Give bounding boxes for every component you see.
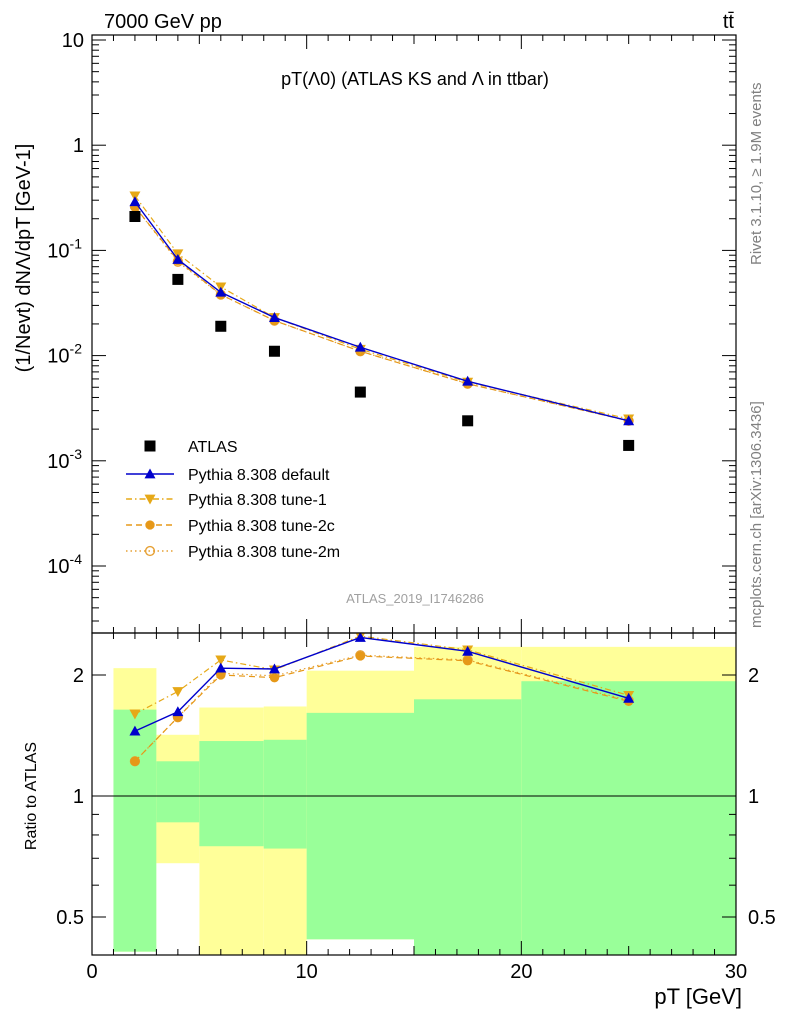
pythia-8-308-default-point (129, 196, 141, 207)
rivet-version-label: Rivet 3.1.10, ≥ 1.9M events (748, 83, 765, 266)
pythia-8-308-tune-1-legend-label: Pythia 8.308 tune-1 (188, 492, 327, 509)
mcplots-label: mcplots.cern.ch [arXiv:1306.3436] (748, 401, 765, 628)
pythia-8-308-default-point (354, 341, 366, 352)
pythia-8-308-tune-1-line (134, 195, 629, 420)
pythia-8-308-default-ratio-point (215, 662, 227, 673)
pythia-8-308-tune-2c-legend-marker (145, 520, 155, 530)
pythia-8-308-tune-2c-ratio-point (269, 672, 280, 683)
atlas-point (268, 345, 280, 357)
legend: ATLAS Pythia 8.308 default Pythia 8.308 tu… (126, 439, 340, 561)
ratio-panel: 0.5 0.5 1 1 2 2 Ratio to ATLAS 0 10 20 30 pT [Ge… (23, 632, 776, 1009)
atlas-legend-label: ATLAS (188, 439, 238, 456)
pythia-8-308-tune-2c-legend-label: Pythia 8.308 tune-2c (188, 518, 335, 535)
pythia-8-308-default-legend-label: Pythia 8.308 default (188, 467, 330, 484)
main-y-tick-label: 10-2 (47, 341, 82, 368)
stat-uncertainty-band (199, 741, 264, 796)
pythia-8-308-default-ratio-point (623, 692, 635, 703)
main-title: pT(Λ0) (ATLAS KS and Λ in ttbar) (281, 69, 549, 89)
pythia-8-308-default-point (215, 286, 227, 297)
atlas-point (129, 211, 141, 223)
pythia-8-308-tune-2c-ratio-point (355, 651, 366, 661)
ratio-y-tick-label: 2 (73, 665, 84, 687)
pythia-8-308-default-point (268, 312, 280, 322)
y-axis-label: (1/Nevt) dNΛ/dpT [GeV-1] (13, 144, 35, 373)
ratio-y-tick-label: 0.5 (56, 907, 84, 929)
x-tick-label: 30 (725, 961, 747, 983)
stat-uncertainty-band (199, 796, 264, 847)
pythia-8-308-tune-2c-line (134, 206, 629, 422)
stat-uncertainty-band (306, 796, 414, 940)
pythia-8-308-default-ratio-point (129, 725, 141, 736)
main-y-tick-label: 10-4 (47, 551, 82, 578)
stat-uncertainty-band (113, 709, 157, 796)
main-y-tick-label: 1 (73, 135, 84, 157)
stat-uncertainty-band (156, 761, 200, 796)
ratio-axis-label: Ratio to ATLAS (23, 742, 40, 850)
stat-uncertainty-band (306, 712, 414, 796)
pythia-8-308-tune-1-legend-marker (144, 494, 156, 505)
energy-label: 7000 GeV pp (104, 11, 222, 33)
atlas-point (623, 439, 635, 451)
stat-uncertainty-band (414, 699, 522, 796)
pythia-8-308-tune-1-ratio-point (172, 687, 184, 697)
atlas-point (172, 273, 184, 285)
pythia-8-308-default-ratio-point (354, 633, 366, 642)
x-tick-label: 10 (296, 961, 318, 983)
pythia-8-308-default-point (623, 415, 635, 426)
pythia-8-308-default-ratio-point (172, 706, 184, 717)
main-y-tick-label: 10-3 (47, 446, 82, 473)
stat-uncertainty-band (414, 796, 522, 955)
main-y-tick-label: 10-1 (47, 235, 82, 262)
stat-uncertainty-band (521, 796, 736, 955)
atlas-point (462, 415, 474, 427)
x-tick-label: 0 (86, 961, 97, 983)
pythia-8-308-tune-2c-ratio-point (462, 656, 473, 666)
stat-uncertainty-band (113, 796, 157, 952)
pythia-8-308-tune-2c-ratio-point (130, 756, 140, 766)
ratio-y-tick-label-right: 2 (748, 665, 759, 687)
ratio-y-tick-label: 1 (73, 786, 84, 808)
pythia-8-308-tune-2m-legend-marker (144, 545, 156, 557)
pythia-8-308-default-line (134, 201, 629, 422)
pythia-8-308-tune-1-ratio-point (129, 709, 141, 720)
band-gap (156, 863, 200, 955)
x-axis-label: pT [GeV] (654, 984, 742, 1009)
pythia-8-308-default-point (172, 253, 184, 264)
stat-uncertainty-band (263, 739, 307, 796)
pythia-8-308-tune-2m-legend-label: Pythia 8.308 tune-2m (188, 544, 340, 561)
atlas-legend-marker (144, 440, 156, 452)
pythia-8-308-tune-2m-line (134, 206, 629, 422)
analysis-watermark: ATLAS_2019_I1746286 (346, 591, 484, 606)
ratio-y-tick-label-right: 1 (748, 786, 759, 808)
pythia-8-308-default-ratio-point (268, 663, 280, 674)
ratio-frame (91, 632, 737, 956)
main-y-tick-label: 10 (62, 30, 84, 52)
ratio-y-tick-label-right: 0.5 (748, 907, 776, 929)
pythia-8-308-tune-1-ratio-point (215, 655, 227, 666)
atlas-point (354, 386, 366, 398)
pythia-8-308-tune-2c-ratio-point (216, 670, 226, 680)
stat-uncertainty-band (263, 796, 307, 849)
x-tick-label: 20 (510, 961, 532, 983)
pythia-8-308-default-ratio-point (462, 645, 474, 656)
pythia-8-308-default-point (462, 375, 474, 386)
atlas-point (215, 320, 227, 332)
main-panel: 10 1 10-1 10-2 10-3 10-4 pT(Λ0) (ATLAS KS and… (13, 30, 737, 634)
process-label: tt̄ (723, 11, 735, 33)
stat-uncertainty-band (156, 796, 200, 823)
pythia-8-308-default-legend-marker (144, 468, 156, 479)
